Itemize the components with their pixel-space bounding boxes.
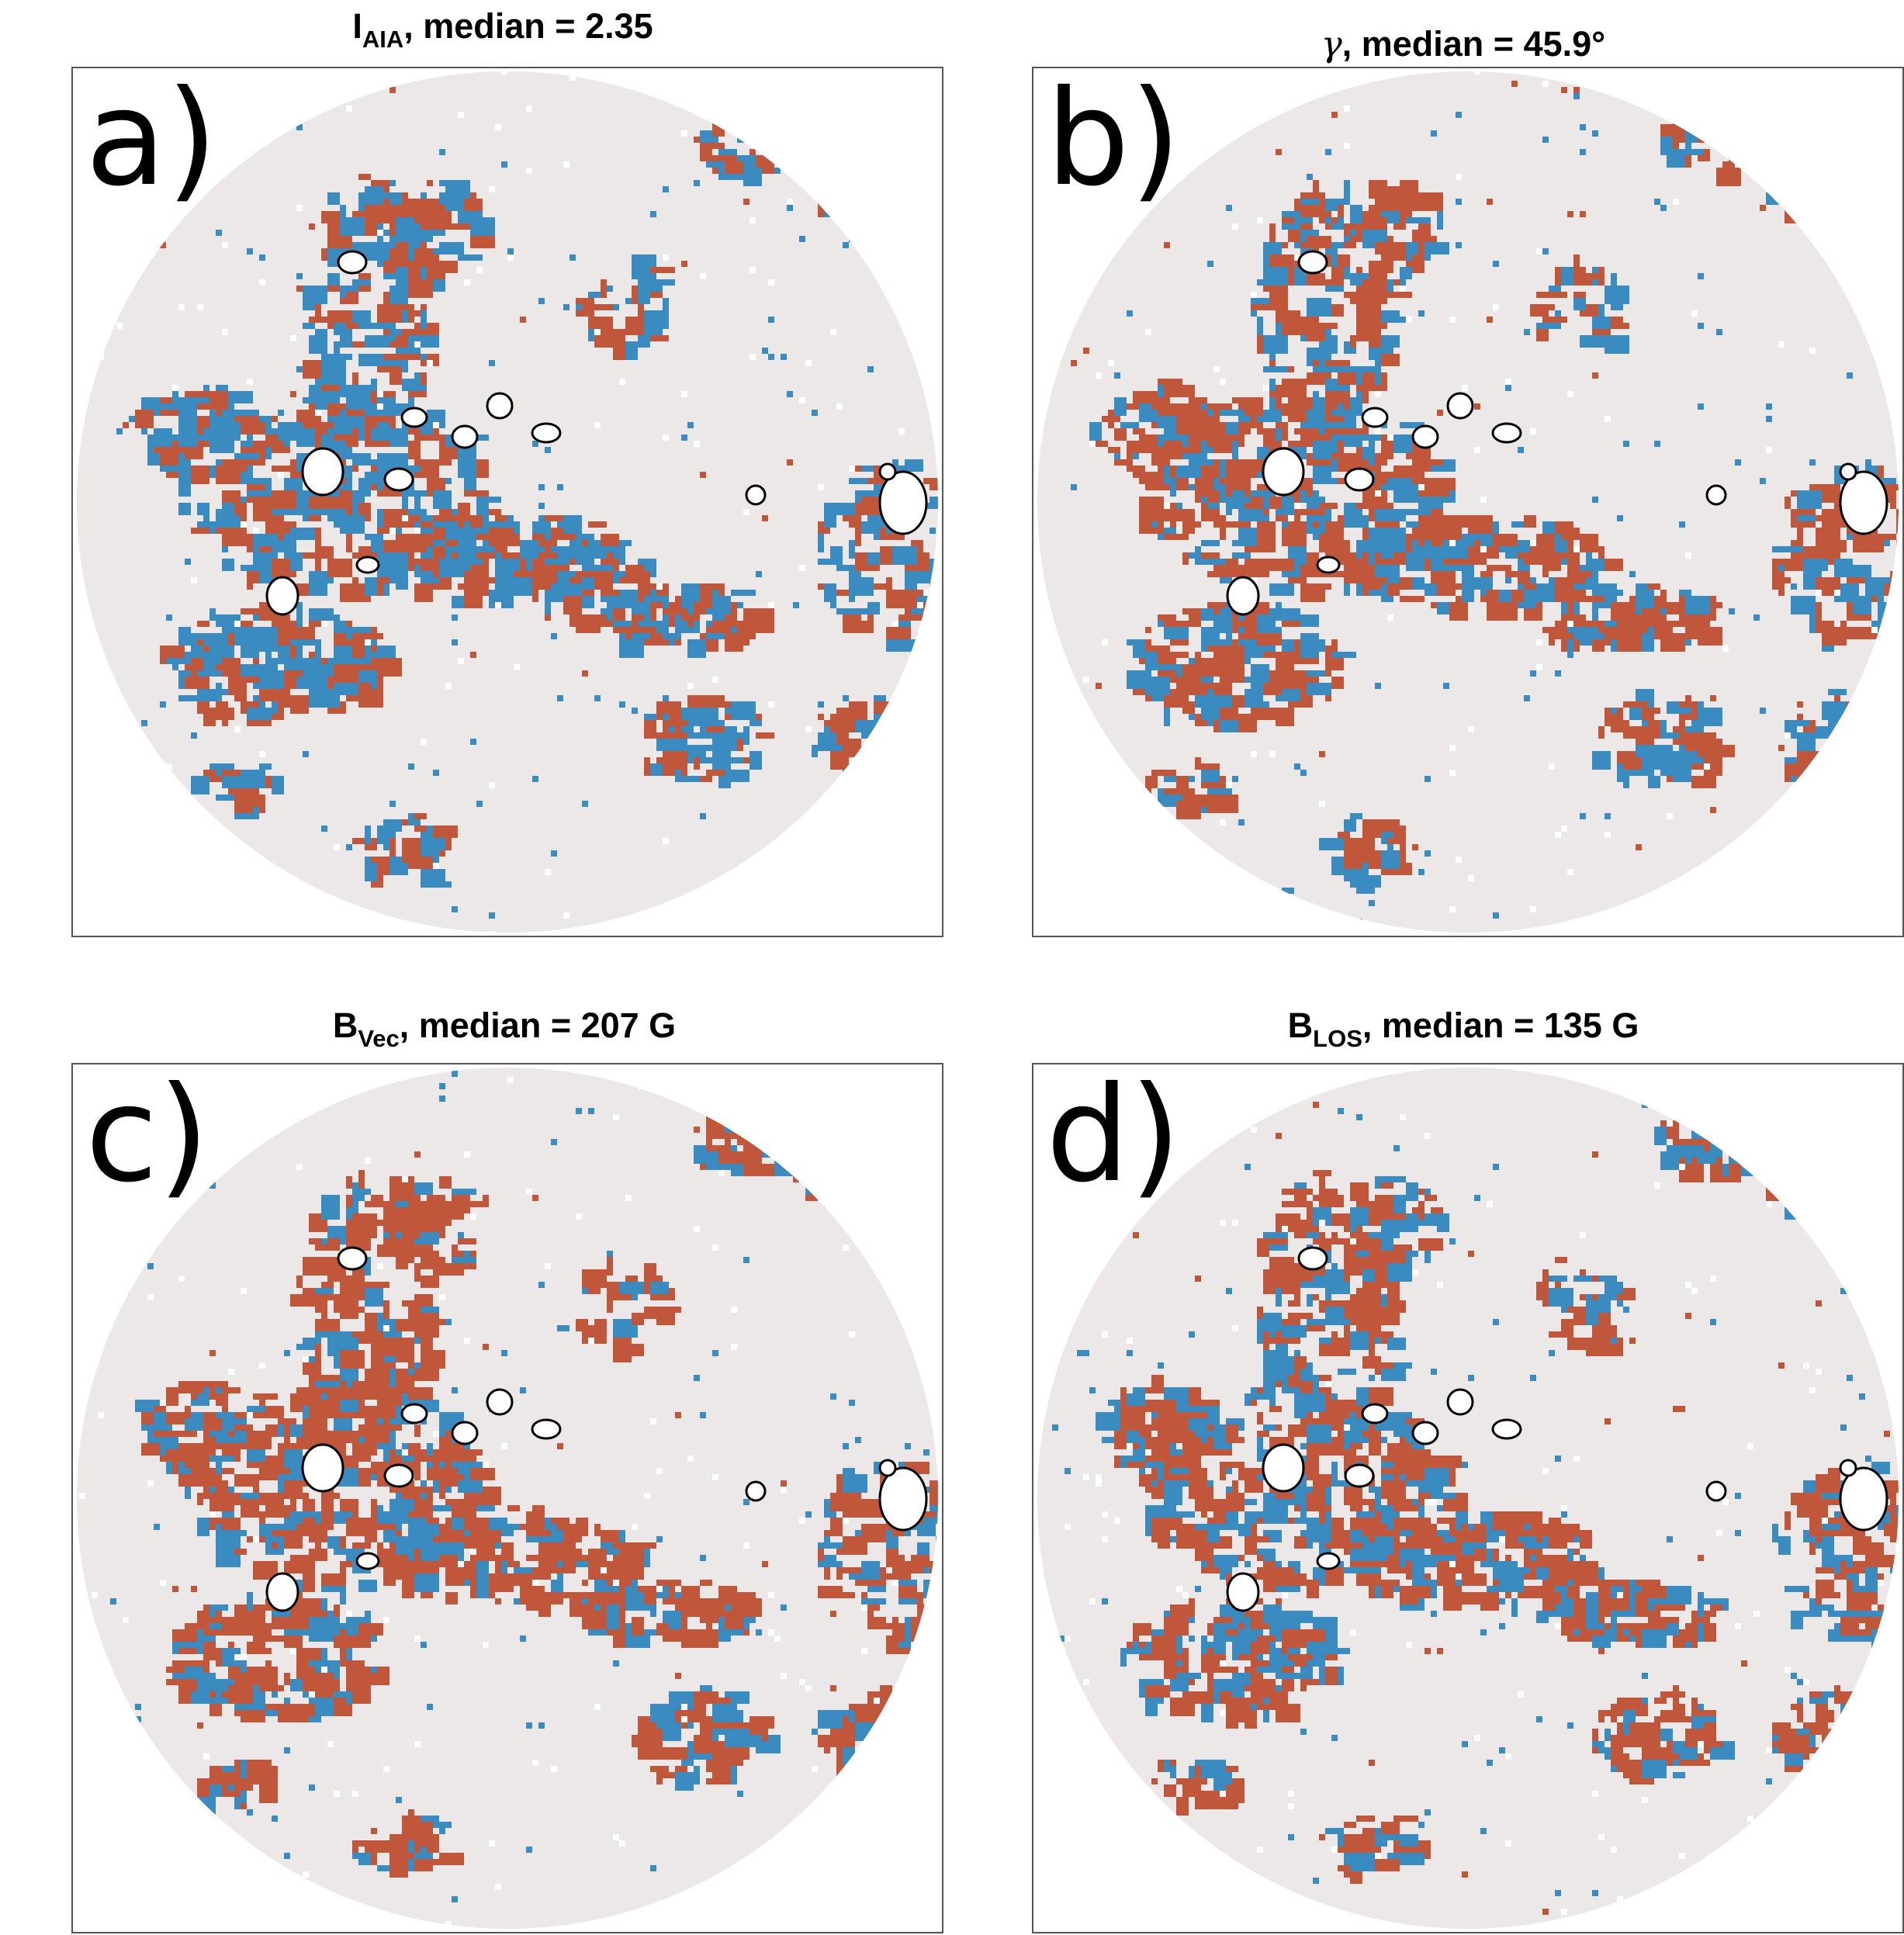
magnetic-element-contour xyxy=(1839,1459,1857,1477)
magnetic-element-contour xyxy=(745,484,767,506)
magnetic-element-contour xyxy=(531,1418,562,1440)
magnetic-element-contour xyxy=(1344,1463,1375,1488)
panel-d-map xyxy=(1032,1063,1904,1933)
panel-a-map xyxy=(71,67,943,937)
magnetic-element-contour xyxy=(486,1388,514,1416)
magnetic-element-contour xyxy=(337,1246,368,1271)
panel-c-map xyxy=(71,1063,943,1933)
panel-a-title: IAIA, median = 2.35 xyxy=(352,6,653,53)
magnetic-element-contour xyxy=(301,1443,344,1493)
magnetic-element-contour xyxy=(1491,422,1522,444)
magnetic-element-contour xyxy=(1226,1572,1260,1612)
magnetic-element-contour xyxy=(1297,250,1328,275)
magnetic-element-contour xyxy=(1226,576,1260,616)
magnetic-element-contour xyxy=(1262,447,1305,497)
panel-d-label: d) xyxy=(1046,1058,1182,1212)
panel-a-svg xyxy=(77,71,938,933)
panel-c-label: c) xyxy=(85,1058,209,1212)
magnetic-element-contour xyxy=(337,250,368,275)
magnetic-element-contour xyxy=(1297,1246,1328,1271)
magnetic-element-contour xyxy=(878,1459,897,1477)
magnetic-element-contour xyxy=(265,576,299,616)
magnetic-element-contour xyxy=(1839,1466,1888,1532)
magnetic-element-contour xyxy=(878,1466,928,1532)
magnetic-element-contour xyxy=(301,447,344,497)
magnetic-element-contour xyxy=(531,422,562,444)
panel-b-label: b) xyxy=(1046,62,1182,216)
magnetic-element-contour xyxy=(486,392,514,420)
panel-b-title: γ, median = 45.9° xyxy=(1321,23,1606,64)
magnetic-element-contour xyxy=(1316,1552,1341,1570)
magnetic-element-contour xyxy=(1344,467,1375,492)
magnetic-element-contour xyxy=(745,1480,767,1502)
magnetic-element-contour xyxy=(1446,392,1474,420)
magnetic-element-contour xyxy=(1705,1480,1727,1502)
magnetic-element-contour xyxy=(1262,1443,1305,1493)
panel-d-title: BLOS, median = 135 G xyxy=(1287,1006,1639,1052)
magnetic-element-contour xyxy=(1411,1421,1439,1445)
magnetic-element-contour xyxy=(383,467,414,492)
panel-b-map xyxy=(1032,67,1904,937)
panel-b-svg xyxy=(1037,71,1899,933)
magnetic-element-contour xyxy=(451,424,479,449)
panel-c-svg xyxy=(77,1068,938,1929)
magnetic-element-contour xyxy=(878,462,897,481)
magnetic-element-contour xyxy=(1839,462,1857,481)
panel-d-svg xyxy=(1037,1068,1899,1929)
magnetic-element-contour xyxy=(400,1403,428,1424)
magnetic-element-contour xyxy=(878,470,928,535)
solar-disk xyxy=(77,71,938,933)
magnetic-element-contour xyxy=(1411,424,1439,449)
network-pixels xyxy=(1040,1071,1899,1929)
magnetic-element-contour xyxy=(1491,1418,1522,1440)
magnetic-element-contour xyxy=(1446,1388,1474,1416)
panel-c-title: BVec, median = 207 G xyxy=(332,1006,677,1052)
magnetic-element-contour xyxy=(383,1463,414,1488)
magnetic-element-contour xyxy=(1705,484,1727,506)
magnetic-element-contour xyxy=(1316,556,1341,574)
magnetic-element-contour xyxy=(355,1552,380,1570)
magnetic-element-contour xyxy=(265,1572,299,1612)
magnetic-element-contour xyxy=(451,1421,479,1445)
magnetic-element-contour xyxy=(1361,1403,1389,1424)
magnetic-element-contour xyxy=(355,556,380,574)
magnetic-element-contour xyxy=(1361,407,1389,428)
magnetic-element-contour xyxy=(1839,470,1888,535)
magnetic-element-contour xyxy=(400,407,428,428)
panel-a-label: a) xyxy=(85,62,218,216)
